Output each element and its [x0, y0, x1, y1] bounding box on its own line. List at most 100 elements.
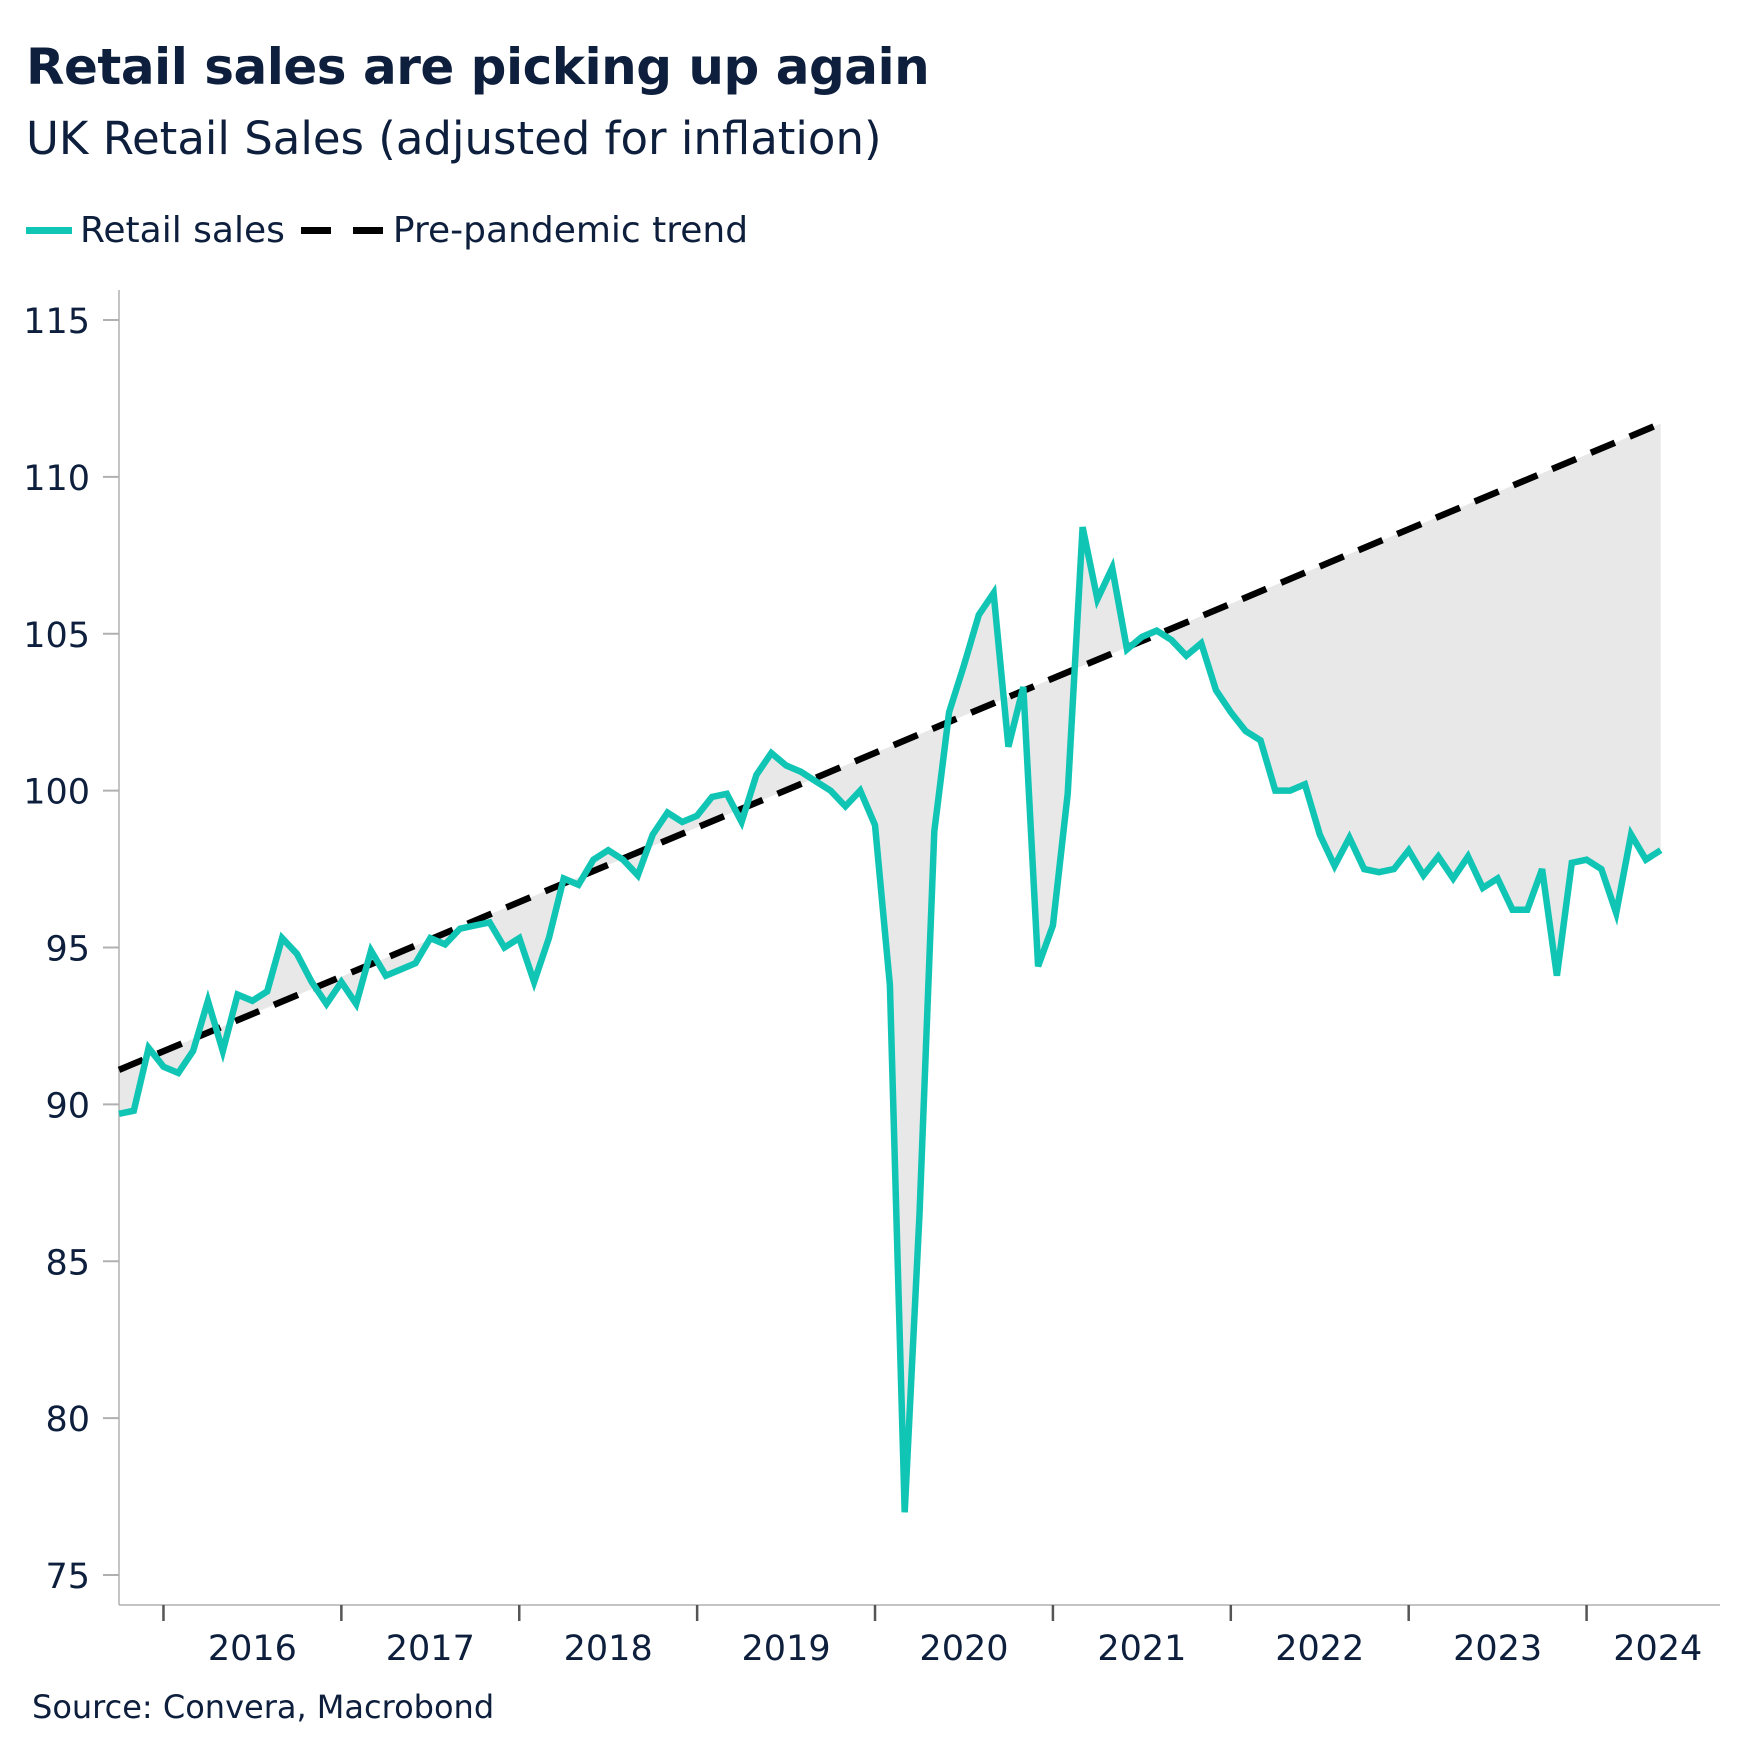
- retail-sales-point: [1065, 791, 1071, 797]
- trend-layer: [117, 420, 1662, 1073]
- retail-sales-point: [1346, 835, 1352, 841]
- retail-sales-point: [1183, 653, 1189, 659]
- x-tick-label: 2022: [1275, 1629, 1364, 1669]
- retail-sales-point: [1524, 907, 1530, 913]
- retail-sales-point: [1598, 866, 1604, 872]
- retail-sales-point: [931, 828, 937, 834]
- retail-sales-point: [516, 935, 522, 941]
- y-tick-label: 85: [45, 1243, 90, 1283]
- retail-sales-point: [1050, 923, 1056, 929]
- retail-sales-point: [1124, 646, 1130, 652]
- retail-sales-point: [1465, 854, 1471, 860]
- retail-sales-point: [501, 945, 507, 951]
- legend-item-pre-pandemic-trend[interactable]: Pre-pandemic trend: [300, 210, 748, 251]
- retail-sales-point: [1109, 565, 1115, 571]
- retail-sales-point: [1094, 596, 1100, 602]
- retail-sales-point: [457, 926, 463, 932]
- x-tick-label: 2018: [564, 1629, 653, 1669]
- legend-item-retail-sales[interactable]: Retail sales: [26, 210, 285, 251]
- y-tick-label: 115: [23, 302, 90, 342]
- retail-sales-point: [161, 1064, 167, 1070]
- legend-label-retail-sales: Retail sales: [80, 210, 285, 251]
- retail-sales-point: [131, 1108, 137, 1114]
- retail-sales-point: [828, 788, 834, 794]
- retail-sales-point: [368, 948, 374, 954]
- legend: Retail sales Pre-pandemic trend: [26, 210, 764, 251]
- retail-sales-point: [902, 1509, 908, 1515]
- x-tick-label: 2017: [386, 1629, 475, 1669]
- retail-sales-point: [427, 935, 433, 941]
- retail-sales-point: [620, 857, 626, 863]
- retail-sales-point: [635, 872, 641, 878]
- retail-sales-point: [472, 923, 478, 929]
- y-tick-label: 110: [23, 459, 90, 499]
- retail-sales-point: [1302, 781, 1308, 787]
- retail-sales-point: [1272, 788, 1278, 794]
- retail-sales-point: [739, 819, 745, 825]
- retail-sales-point: [665, 810, 671, 816]
- retail-sales-point: [1421, 872, 1427, 878]
- retail-sales-point: [1554, 973, 1560, 979]
- retail-sales-point: [1228, 709, 1234, 715]
- retail-sales-point: [1287, 788, 1293, 794]
- retail-sales-point: [264, 988, 270, 994]
- retail-sales-point: [1628, 832, 1634, 838]
- retail-sales-point: [857, 788, 863, 794]
- retail-sales-point: [1569, 860, 1575, 866]
- retail-sales-point: [235, 992, 241, 998]
- retail-sales-point: [1613, 910, 1619, 916]
- retail-sales-point: [353, 1001, 359, 1007]
- tick-labels-layer: 75 80 85 90 95 100 105 110 115 2016 2017 2018 2019 20…: [23, 302, 1702, 1669]
- retail-sales-point: [116, 1111, 122, 1117]
- retail-sales-point: [546, 935, 552, 941]
- legend-swatch-retail-sales: [26, 227, 72, 234]
- retail-sales-point: [383, 973, 389, 979]
- retail-sales-point: [1198, 640, 1204, 646]
- x-tick-label: 2019: [742, 1629, 831, 1669]
- retail-sales-point: [146, 1045, 152, 1051]
- retail-sales-point: [1539, 866, 1545, 872]
- chart-title: Retail sales are picking up again: [26, 38, 930, 96]
- retail-sales-point: [1213, 687, 1219, 693]
- retail-sales-point: [1035, 963, 1041, 969]
- y-tick-label: 95: [45, 930, 90, 970]
- x-tick-label: 2024: [1613, 1629, 1702, 1669]
- source-note: Source: Convera, Macrobond: [32, 1688, 495, 1726]
- retail-sales-point: [398, 967, 404, 973]
- retail-sales-point: [842, 803, 848, 809]
- x-tick-label: 2023: [1453, 1629, 1542, 1669]
- retail-sales-point: [709, 794, 715, 800]
- retail-sales-point: [576, 882, 582, 888]
- retail-sales-point: [991, 590, 997, 596]
- x-tick-label: 2021: [1097, 1629, 1186, 1669]
- retail-sales-point: [1332, 863, 1338, 869]
- retail-sales-point: [1391, 866, 1397, 872]
- retail-sales-point: [694, 813, 700, 819]
- retail-sales-point: [1480, 885, 1486, 891]
- retail-sales-point: [279, 935, 285, 941]
- trend-line: [117, 420, 1662, 1073]
- x-tick-label: 2020: [919, 1629, 1008, 1669]
- retail-sales-point: [1258, 737, 1264, 743]
- y-tick-label: 75: [45, 1557, 90, 1597]
- retail-sales-point: [1450, 876, 1456, 882]
- retail-sales-point: [1435, 854, 1441, 860]
- retail-sales-point: [872, 822, 878, 828]
- retail-sales-point: [1169, 637, 1175, 643]
- y-tick-label: 80: [45, 1400, 90, 1440]
- retail-sales-point: [887, 982, 893, 988]
- retail-sales-point: [753, 772, 759, 778]
- retail-sales-point: [294, 951, 300, 957]
- series-layer: [116, 526, 1663, 1515]
- retail-sales-point: [442, 941, 448, 947]
- retail-sales-point: [1317, 832, 1323, 838]
- retail-sales-point: [249, 998, 255, 1004]
- retail-sales-point: [1361, 866, 1367, 872]
- retail-sales-point: [413, 960, 419, 966]
- y-tick-label: 105: [23, 616, 90, 656]
- retail-sales-point: [1643, 857, 1649, 863]
- retail-sales-point: [768, 750, 774, 756]
- retail-sales-point: [220, 1048, 226, 1054]
- retail-sales-point: [590, 857, 596, 863]
